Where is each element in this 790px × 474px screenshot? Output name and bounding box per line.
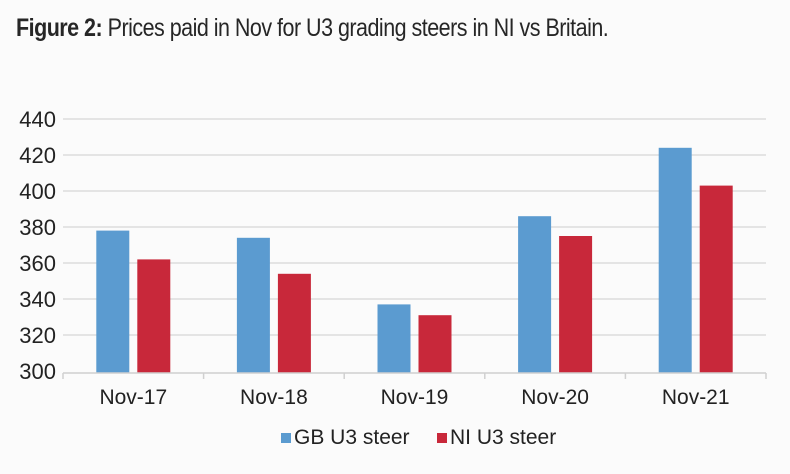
legend-label: GB U3 steer [294,426,410,449]
legend: GB U3 steer NI U3 steer [281,426,556,449]
legend-item-ni: NI U3 steer [437,426,556,449]
x-tick-label: Nov-19 [381,386,449,409]
y-tick-label: 380 [19,215,56,240]
gridlines [63,118,766,336]
x-tick-label: Nov-18 [240,386,308,409]
bar-ni-nov-19 [418,315,452,373]
y-tick-label: 320 [19,323,56,348]
figure-label: Figure 2: [16,14,103,42]
bar-ni-nov-18 [277,273,311,373]
y-tick-label: 420 [19,143,56,168]
legend-item-gb: GB U3 steer [281,426,410,449]
legend-swatch [281,433,291,443]
y-tick-label: 400 [19,179,56,204]
x-axis: Nov-17 Nov-18 Nov-19 Nov-20 Nov-21 [62,372,767,409]
y-tick-label: 300 [19,359,56,384]
x-tick-label: Nov-20 [521,386,589,409]
y-tick-label: 340 [19,287,56,312]
legend-label: NI U3 steer [450,426,556,449]
x-tick-label: Nov-21 [662,386,730,409]
legend-swatch [437,433,447,443]
bar-gb-nov-18 [236,237,270,373]
y-axis: 300 320 340 360 380 400 420 440 [19,107,56,384]
title-text: Prices paid in Nov for U3 grading steers… [107,14,609,42]
bar-gb-nov-17 [96,230,130,373]
bar-ni-nov-17 [137,259,171,373]
bars [96,147,733,373]
y-tick-label: 440 [19,107,56,132]
x-tick-label: Nov-17 [99,386,167,409]
chart-title: Figure 2: Prices paid in Nov for U3 grad… [16,14,609,43]
bar-gb-nov-21 [658,147,692,373]
y-tick-label: 360 [19,251,56,276]
bar-ni-nov-21 [699,185,733,373]
bar-gb-nov-19 [377,304,411,373]
bar-gb-nov-20 [518,216,552,373]
bar-ni-nov-20 [559,236,593,373]
